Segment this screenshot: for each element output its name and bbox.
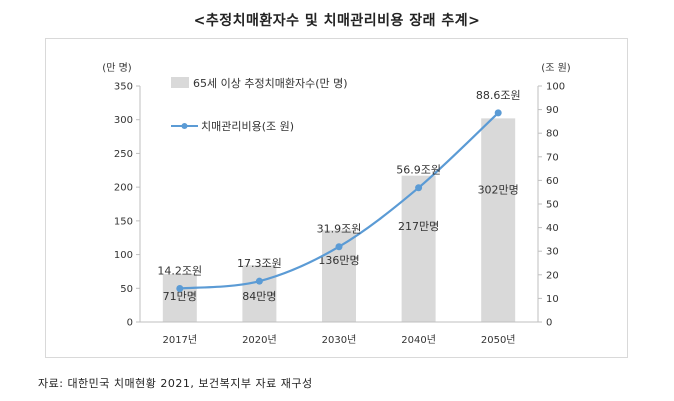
line-point [255, 277, 263, 285]
left-axis-unit: (만 명) [102, 62, 131, 74]
left-axis-tick-label: 50 [120, 284, 133, 295]
line-series: 14.2조원 17.3조원 31.9조원 56.9조원 88.6조원 [157, 89, 521, 292]
x-axis-tick-label: 2040년 [401, 334, 436, 346]
bar-data-label: 136만명 [318, 254, 359, 267]
chart-title: <추정치매환자수 및 치매관리비용 장래 추계> [193, 13, 481, 29]
line-point [494, 109, 502, 117]
left-axis-tick-label: 0 [127, 318, 133, 329]
legend-label-line: 치매관리비용(조 원) [201, 120, 294, 133]
x-axis-tick-label: 2030년 [322, 334, 357, 346]
x-axis: 2017년 2020년 2030년 2040년 2050년 [140, 321, 538, 346]
bar [481, 118, 516, 322]
line-data-label: 56.9조원 [396, 164, 441, 177]
bar-data-label: 217만명 [398, 220, 439, 233]
left-axis-tick-label: 200 [114, 183, 133, 194]
left-axis-tick-label: 250 [114, 149, 133, 160]
bar-data-label: 71만명 [163, 290, 197, 303]
right-axis-tick-label: 80 [546, 129, 559, 140]
line-data-label: 31.9조원 [317, 223, 362, 236]
bar [162, 274, 197, 322]
x-axis-tick-label: 2050년 [481, 334, 516, 346]
right-axis-tick-label: 10 [546, 294, 559, 305]
line-data-label: 14.2조원 [157, 264, 202, 277]
right-axis-tick-label: 0 [546, 318, 552, 329]
line-point [335, 243, 343, 251]
right-axis-unit: (조 원) [541, 62, 570, 74]
left-axis-tick-label: 350 [114, 82, 133, 93]
left-axis-tick-label: 150 [114, 216, 133, 227]
bar [242, 265, 277, 322]
right-axis-tick-label: 50 [546, 200, 559, 211]
x-axis-tick-label: 2017년 [162, 334, 197, 346]
right-axis-tick-label: 30 [546, 247, 559, 258]
right-axis-tick-label: 40 [546, 223, 559, 234]
right-axis: 0 10 20 30 40 50 60 70 80 90 100 [537, 82, 565, 329]
chart-frame [45, 38, 628, 358]
right-axis-tick-label: 60 [546, 176, 559, 187]
right-axis-tick-label: 90 [546, 105, 559, 116]
right-axis-tick-label: 20 [546, 270, 559, 281]
bar-series: 71만명 84만명 136만명 217만명 302만명 [163, 118, 519, 322]
source-note: 자료: 대한민국 치매현황 2021, 보건복지부 자료 재구성 [38, 377, 313, 390]
line-point [415, 184, 423, 192]
bar-data-label: 84만명 [242, 290, 276, 303]
legend-swatch-bar [171, 77, 189, 88]
legend-swatch-marker [181, 123, 188, 129]
right-axis-tick-label: 70 [546, 152, 559, 163]
left-axis: 0 50 100 150 200 250 300 350 [114, 82, 141, 329]
legend: 65세 이상 추정치매환자수(만 명) 치매관리비용(조 원) [171, 77, 348, 133]
left-axis-tick-label: 100 [114, 250, 133, 261]
bar-data-label: 302만명 [478, 184, 519, 197]
line-point [176, 284, 184, 292]
bar [401, 175, 436, 322]
right-axis-tick-label: 100 [546, 82, 565, 93]
left-axis-tick-label: 300 [114, 115, 133, 126]
line-data-label: 17.3조원 [237, 257, 282, 270]
line-data-label: 88.6조원 [476, 89, 521, 102]
legend-label-bar: 65세 이상 추정치매환자수(만 명) [193, 77, 348, 90]
x-axis-tick-label: 2020년 [242, 334, 277, 346]
